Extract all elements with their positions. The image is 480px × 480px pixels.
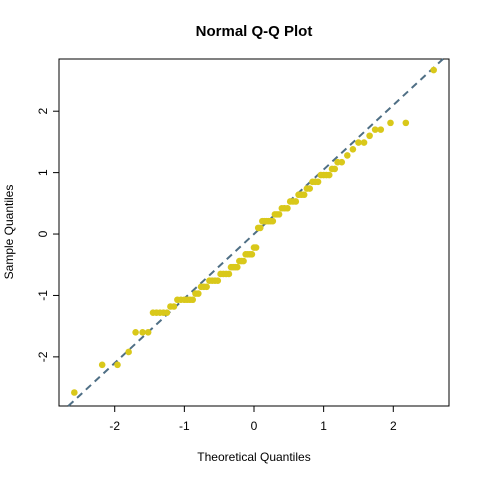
data-point bbox=[132, 329, 139, 336]
x-tick-label: -1 bbox=[179, 419, 190, 433]
x-tick-label: 0 bbox=[251, 419, 258, 433]
data-point bbox=[402, 119, 410, 127]
data-point bbox=[248, 251, 256, 258]
data-point bbox=[240, 257, 247, 265]
data-point bbox=[233, 263, 241, 271]
data-point bbox=[366, 132, 373, 140]
data-point bbox=[325, 171, 333, 179]
data-point bbox=[125, 348, 132, 356]
data-point bbox=[225, 270, 233, 278]
x-tick-label: -2 bbox=[109, 419, 120, 433]
reference-line bbox=[67, 58, 444, 407]
data-point bbox=[430, 66, 437, 74]
data-point bbox=[170, 303, 178, 310]
data-point bbox=[300, 191, 308, 199]
data-points bbox=[71, 66, 437, 396]
x-axis: -2 -1 0 1 2 bbox=[109, 405, 397, 433]
plot-frame bbox=[58, 58, 450, 407]
y-tick-label: 1 bbox=[36, 169, 50, 176]
data-point bbox=[306, 185, 314, 192]
data-point bbox=[377, 126, 385, 133]
data-point bbox=[371, 126, 379, 133]
data-point bbox=[355, 139, 362, 146]
data-point bbox=[331, 165, 339, 173]
x-axis-label: Theoretical Quantiles bbox=[197, 450, 310, 464]
y-axis-label: Sample Quantiles bbox=[2, 185, 16, 280]
data-point bbox=[214, 277, 222, 285]
data-point bbox=[360, 139, 368, 146]
data-point bbox=[292, 198, 300, 205]
data-point bbox=[139, 329, 146, 336]
y-tick-label: 2 bbox=[36, 108, 50, 115]
data-point bbox=[71, 389, 78, 396]
chart-title: Normal Q-Q Plot bbox=[196, 23, 313, 40]
y-tick-label: -1 bbox=[36, 290, 50, 301]
data-point bbox=[203, 283, 210, 291]
data-point bbox=[163, 309, 171, 316]
data-point bbox=[114, 361, 121, 369]
reference-line-layer bbox=[67, 58, 444, 407]
data-point bbox=[338, 158, 346, 166]
data-point bbox=[344, 152, 351, 159]
data-point bbox=[256, 224, 264, 232]
x-tick-label: 2 bbox=[390, 419, 397, 433]
data-point bbox=[284, 204, 291, 212]
data-point bbox=[349, 145, 357, 153]
data-point bbox=[275, 211, 283, 218]
data-point bbox=[98, 361, 106, 369]
data-point bbox=[269, 217, 277, 225]
data-point bbox=[387, 119, 394, 127]
y-axis: -2 -1 0 1 2 bbox=[36, 108, 60, 362]
data-point bbox=[144, 329, 152, 336]
data-point bbox=[252, 244, 260, 251]
x-tick-label: 1 bbox=[320, 419, 327, 433]
data-point bbox=[189, 296, 197, 304]
data-point bbox=[314, 178, 322, 186]
data-point bbox=[194, 290, 202, 297]
y-tick-label: -2 bbox=[36, 351, 50, 362]
y-tick-label: 0 bbox=[36, 230, 50, 237]
